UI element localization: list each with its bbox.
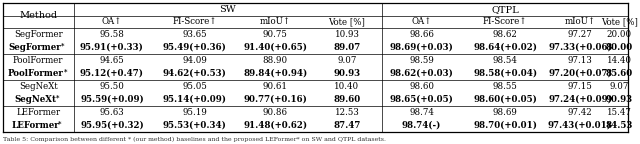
- Text: 98.74(-): 98.74(-): [402, 121, 442, 130]
- Text: 98.69(+0.03): 98.69(+0.03): [390, 43, 454, 52]
- Text: SegFormer: SegFormer: [14, 30, 63, 39]
- Text: 91.40(+0.65): 91.40(+0.65): [243, 43, 307, 52]
- Text: 95.58: 95.58: [99, 30, 124, 39]
- Text: 20.00: 20.00: [607, 30, 632, 39]
- Text: 95.95(+0.32): 95.95(+0.32): [80, 121, 144, 130]
- Text: 98.74: 98.74: [409, 108, 434, 117]
- Text: 85.60: 85.60: [605, 69, 633, 78]
- Text: 84.53: 84.53: [605, 121, 633, 130]
- Text: 97.42: 97.42: [568, 108, 592, 117]
- Text: *: *: [61, 42, 65, 50]
- Text: 94.65: 94.65: [100, 56, 124, 65]
- Text: 9.07: 9.07: [337, 56, 356, 65]
- Text: 14.40: 14.40: [607, 56, 632, 65]
- Text: FI-Score↑: FI-Score↑: [483, 18, 527, 26]
- Text: 89.84(+0.94): 89.84(+0.94): [243, 69, 307, 78]
- Text: 12.53: 12.53: [335, 108, 359, 117]
- Text: 93.65: 93.65: [182, 30, 207, 39]
- Text: Vote [%]: Vote [%]: [328, 18, 365, 26]
- Text: 91.48(+0.62): 91.48(+0.62): [243, 121, 307, 130]
- Text: 98.59: 98.59: [409, 56, 434, 65]
- Text: SW: SW: [220, 5, 236, 14]
- Text: OA↑: OA↑: [412, 18, 432, 26]
- Text: mIoU↑: mIoU↑: [564, 18, 596, 26]
- Text: 95.63: 95.63: [100, 108, 124, 117]
- Text: 89.07: 89.07: [333, 43, 360, 52]
- Text: 90.61: 90.61: [262, 82, 287, 91]
- Text: 97.24(+0.09): 97.24(+0.09): [548, 95, 612, 104]
- Text: 97.27: 97.27: [568, 30, 592, 39]
- Text: 90.77(+0.16): 90.77(+0.16): [243, 95, 307, 104]
- Text: 95.05: 95.05: [182, 82, 207, 91]
- Text: Vote [%]: Vote [%]: [601, 18, 637, 26]
- Text: 98.58(+0.04): 98.58(+0.04): [473, 69, 537, 78]
- Text: 94.62(+0.53): 94.62(+0.53): [163, 69, 227, 78]
- Text: 98.70(+0.01): 98.70(+0.01): [473, 121, 537, 130]
- Text: OA↑: OA↑: [102, 18, 122, 26]
- Text: 90.93: 90.93: [333, 69, 360, 78]
- Text: 98.65(+0.05): 98.65(+0.05): [390, 95, 454, 104]
- Text: mIoU↑: mIoU↑: [259, 18, 291, 26]
- Text: 95.53(+0.34): 95.53(+0.34): [163, 121, 227, 130]
- Text: 98.64(+0.02): 98.64(+0.02): [473, 43, 537, 52]
- Text: 87.47: 87.47: [333, 121, 360, 130]
- Text: 95.14(+0.09): 95.14(+0.09): [163, 95, 227, 104]
- Text: 15.47: 15.47: [607, 108, 632, 117]
- Text: 98.66: 98.66: [409, 30, 434, 39]
- Text: PoolFormer: PoolFormer: [13, 56, 63, 65]
- Text: Table 5: Comparison between different * (our method) baselines and the proposed : Table 5: Comparison between different * …: [3, 137, 386, 142]
- Text: 10.93: 10.93: [335, 30, 359, 39]
- Text: 98.60: 98.60: [409, 82, 434, 91]
- Text: 97.20(+0.07): 97.20(+0.07): [548, 69, 612, 78]
- Text: FI-Score↑: FI-Score↑: [172, 18, 217, 26]
- Text: 9.07: 9.07: [609, 82, 629, 91]
- Text: 98.55: 98.55: [493, 82, 518, 91]
- Text: 97.13: 97.13: [568, 56, 592, 65]
- Text: 89.60: 89.60: [333, 95, 360, 104]
- Text: 95.49(+0.36): 95.49(+0.36): [163, 43, 227, 52]
- Text: 98.62(+0.03): 98.62(+0.03): [390, 69, 454, 78]
- Text: 10.40: 10.40: [334, 82, 360, 91]
- Text: *: *: [56, 94, 59, 102]
- Text: 97.33(+0.06): 97.33(+0.06): [548, 43, 612, 52]
- Text: 90.86: 90.86: [262, 108, 287, 117]
- Text: Method: Method: [19, 11, 57, 20]
- Text: 80.00: 80.00: [605, 43, 633, 52]
- Text: 90.75: 90.75: [262, 30, 287, 39]
- Text: 98.69: 98.69: [493, 108, 518, 117]
- Text: 94.09: 94.09: [182, 56, 207, 65]
- Text: SegNeXt: SegNeXt: [19, 82, 58, 91]
- Text: 90.93: 90.93: [605, 95, 633, 104]
- Text: 88.90: 88.90: [262, 56, 288, 65]
- Text: 97.15: 97.15: [568, 82, 593, 91]
- Text: 95.12(+0.47): 95.12(+0.47): [80, 69, 144, 78]
- Text: 95.91(+0.33): 95.91(+0.33): [80, 43, 144, 52]
- Text: 95.59(+0.09): 95.59(+0.09): [80, 95, 144, 104]
- Text: LEFormer: LEFormer: [12, 121, 59, 130]
- Text: LEFormer: LEFormer: [16, 108, 60, 117]
- Text: 95.19: 95.19: [182, 108, 207, 117]
- Text: SegFormer: SegFormer: [9, 43, 61, 52]
- Text: *: *: [64, 68, 67, 76]
- Text: *: *: [58, 120, 61, 128]
- Text: PoolFormer: PoolFormer: [7, 69, 63, 78]
- Text: 98.62: 98.62: [493, 30, 518, 39]
- Text: SegNeXt: SegNeXt: [14, 95, 56, 104]
- Text: 98.60(+0.05): 98.60(+0.05): [473, 95, 537, 104]
- Text: 97.43(+0.01): 97.43(+0.01): [548, 121, 612, 130]
- Text: 98.54: 98.54: [493, 56, 518, 65]
- Text: 95.50: 95.50: [99, 82, 124, 91]
- Text: QTPL: QTPL: [492, 5, 519, 14]
